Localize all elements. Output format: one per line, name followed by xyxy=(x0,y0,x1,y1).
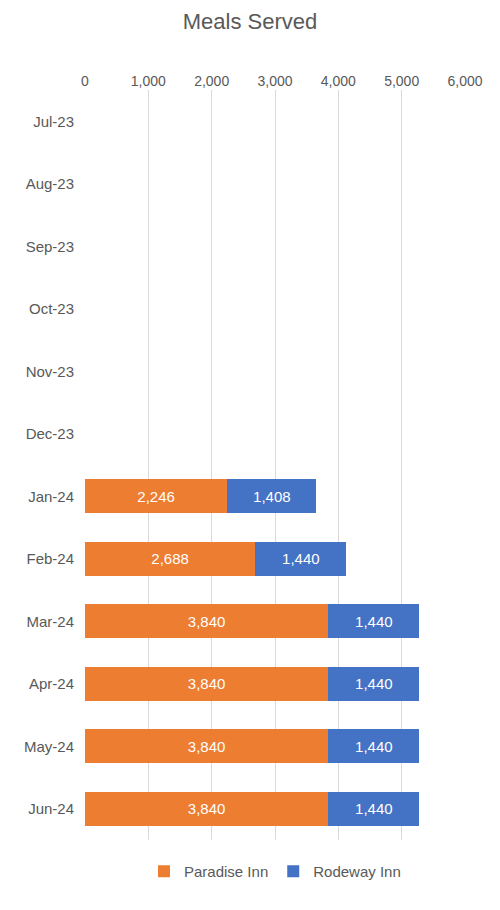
svg-text:2,688: 2,688 xyxy=(151,550,189,567)
svg-text:3,000: 3,000 xyxy=(257,73,292,89)
svg-text:3,840: 3,840 xyxy=(188,613,226,630)
svg-text:6,000: 6,000 xyxy=(447,73,482,89)
svg-text:Nov-23: Nov-23 xyxy=(26,363,74,380)
svg-text:Aug-23: Aug-23 xyxy=(26,175,74,192)
svg-text:Rodeway Inn: Rodeway Inn xyxy=(313,863,401,880)
svg-text:Dec-23: Dec-23 xyxy=(26,425,74,442)
svg-text:2,246: 2,246 xyxy=(137,488,175,505)
svg-text:1,408: 1,408 xyxy=(253,488,291,505)
svg-text:1,440: 1,440 xyxy=(282,550,320,567)
svg-text:1,440: 1,440 xyxy=(355,800,393,817)
svg-text:Feb-24: Feb-24 xyxy=(26,550,74,567)
svg-text:2,000: 2,000 xyxy=(194,73,229,89)
svg-text:Jan-24: Jan-24 xyxy=(28,488,74,505)
svg-text:Sep-23: Sep-23 xyxy=(26,238,74,255)
svg-text:1,440: 1,440 xyxy=(355,675,393,692)
svg-text:Mar-24: Mar-24 xyxy=(26,613,74,630)
svg-text:Jul-23: Jul-23 xyxy=(33,113,74,130)
svg-text:May-24: May-24 xyxy=(24,738,74,755)
svg-text:1,000: 1,000 xyxy=(131,73,166,89)
svg-text:0: 0 xyxy=(81,73,89,89)
svg-text:Apr-24: Apr-24 xyxy=(29,675,74,692)
svg-text:Meals Served: Meals Served xyxy=(183,9,318,34)
svg-text:1,440: 1,440 xyxy=(355,613,393,630)
svg-text:Oct-23: Oct-23 xyxy=(29,300,74,317)
svg-text:Jun-24: Jun-24 xyxy=(28,800,74,817)
svg-text:Paradise Inn: Paradise Inn xyxy=(184,863,268,880)
svg-text:4,000: 4,000 xyxy=(321,73,356,89)
svg-text:1,440: 1,440 xyxy=(355,738,393,755)
svg-text:5,000: 5,000 xyxy=(384,73,419,89)
svg-text:3,840: 3,840 xyxy=(188,800,226,817)
svg-text:3,840: 3,840 xyxy=(188,675,226,692)
svg-text:3,840: 3,840 xyxy=(188,738,226,755)
